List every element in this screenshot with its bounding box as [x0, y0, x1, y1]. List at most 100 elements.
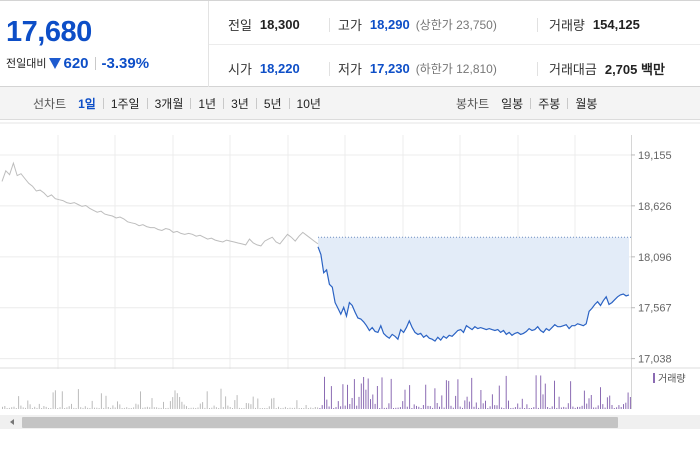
period-monthly[interactable]: 월봉 [575, 97, 598, 111]
volume-bar [271, 398, 273, 409]
volume-bar [66, 407, 68, 409]
volume-bar [521, 398, 523, 409]
volume-bar [551, 406, 553, 409]
volume-bar [473, 406, 475, 409]
volume-bar [222, 407, 224, 409]
volume-bar [22, 407, 24, 409]
volume-bar [517, 403, 519, 409]
volume-bar [514, 407, 516, 409]
volume-bar [117, 401, 118, 409]
period-1d[interactable]: 1일 [78, 97, 96, 111]
volume-bar [169, 401, 171, 409]
volume-bar [25, 407, 26, 409]
volume-bar [367, 378, 369, 409]
volume-bar [508, 400, 509, 409]
volume-bar [4, 406, 6, 409]
volume-bar [432, 407, 434, 409]
volume-bar [404, 389, 406, 409]
period-weekly[interactable]: 주봉 [538, 97, 561, 111]
divider [329, 18, 330, 32]
change-percent: -3.39% [101, 54, 150, 72]
row-divider [209, 44, 700, 45]
volume-bar [57, 408, 59, 409]
volume-bar [261, 408, 263, 409]
volume-bar [137, 404, 139, 409]
volume-bar [445, 380, 447, 409]
volume-bar [158, 407, 160, 409]
volume-bar [588, 398, 590, 409]
candle-chart-periods: 봉차트 일봉 주봉 월봉 [456, 87, 597, 120]
volume-bar [399, 407, 401, 409]
trade-value-cell: 거래대금 2,705 백만 [549, 58, 665, 78]
volume-bar [146, 406, 148, 409]
volume-bar [544, 383, 546, 409]
volume-bar [397, 407, 399, 409]
volume-bar [602, 404, 604, 409]
volume-bar [349, 404, 351, 409]
volume-bar [620, 407, 622, 409]
volume-bar [213, 405, 215, 409]
volume-bar [427, 405, 429, 409]
volume-bar [275, 408, 277, 409]
volume-bar [186, 406, 187, 409]
volume-bar [199, 403, 201, 409]
volume-bar [314, 407, 316, 409]
volume-bar [20, 405, 22, 409]
line-chart-periods: 선차트 1일 1주일 3개월 1년 3년 5년 10년 [33, 87, 321, 120]
y-tick-label: 18,096 [638, 252, 672, 264]
volume-bar [105, 395, 107, 409]
volume-bar [579, 406, 581, 409]
volume-bar [457, 379, 459, 409]
volume-bar [241, 408, 243, 409]
period-1y[interactable]: 1년 [198, 97, 217, 111]
chart-scrollbar[interactable] [0, 415, 700, 429]
volume-bar [542, 394, 544, 409]
high-value: 18,290 [369, 16, 410, 32]
volume-bar [574, 407, 576, 409]
current-price-box: 17,680 전일대비 620 -3.39% [0, 1, 209, 87]
volume-bar [140, 391, 141, 409]
high-cell: 고가 18,290 (상한가 23,750) [338, 14, 497, 34]
prev-close-cell: 전일 18,300 [228, 14, 300, 34]
volume-bar [330, 386, 332, 409]
volume-bar [452, 407, 454, 409]
volume-bar [209, 408, 210, 409]
volume-bar [11, 407, 13, 409]
y-tick-label: 18,626 [638, 201, 672, 213]
volume-bar [567, 403, 569, 409]
scrollbar-thumb[interactable] [22, 417, 618, 428]
period-10y[interactable]: 10년 [296, 97, 321, 111]
divider [146, 98, 148, 109]
period-3m[interactable]: 3개월 [154, 97, 184, 111]
volume-bar [337, 401, 339, 409]
volume-bar [156, 407, 158, 409]
volume-bar [36, 407, 38, 409]
volume-bar [6, 408, 8, 409]
period-5y[interactable]: 5년 [263, 97, 282, 111]
period-daily[interactable]: 일봉 [501, 97, 524, 111]
price-lines [1, 161, 630, 342]
volume-bar [496, 405, 498, 409]
trade-value-label: 거래대금 [549, 61, 597, 77]
volume-bar [43, 406, 45, 409]
volume-bar [485, 400, 486, 409]
y-axis-ticks: 19,155 18,626 18,096 17,567 17,038 [631, 150, 672, 366]
period-3y[interactable]: 3년 [231, 97, 249, 111]
divider [530, 98, 532, 109]
period-1w[interactable]: 1주일 [110, 97, 140, 111]
volume-bar [225, 396, 227, 409]
volume-bars: 거래량 [2, 373, 686, 409]
volume-value: 154,125 [592, 16, 640, 32]
volume-bar [248, 403, 250, 409]
chart-toolbar: 선차트 1일 1주일 3개월 1년 3년 5년 10년 봉차트 일봉 주봉 월봉 [0, 87, 700, 120]
volume-bar [344, 405, 346, 409]
volume-bar [48, 408, 49, 409]
volume-bar [422, 405, 424, 409]
scroll-left-icon[interactable] [10, 419, 14, 425]
volume-bar [268, 406, 270, 409]
volume-bar [629, 397, 631, 409]
volume-bar [94, 407, 95, 409]
volume-bar [121, 408, 123, 409]
volume-bar [215, 407, 217, 409]
volume-bar [471, 377, 473, 409]
